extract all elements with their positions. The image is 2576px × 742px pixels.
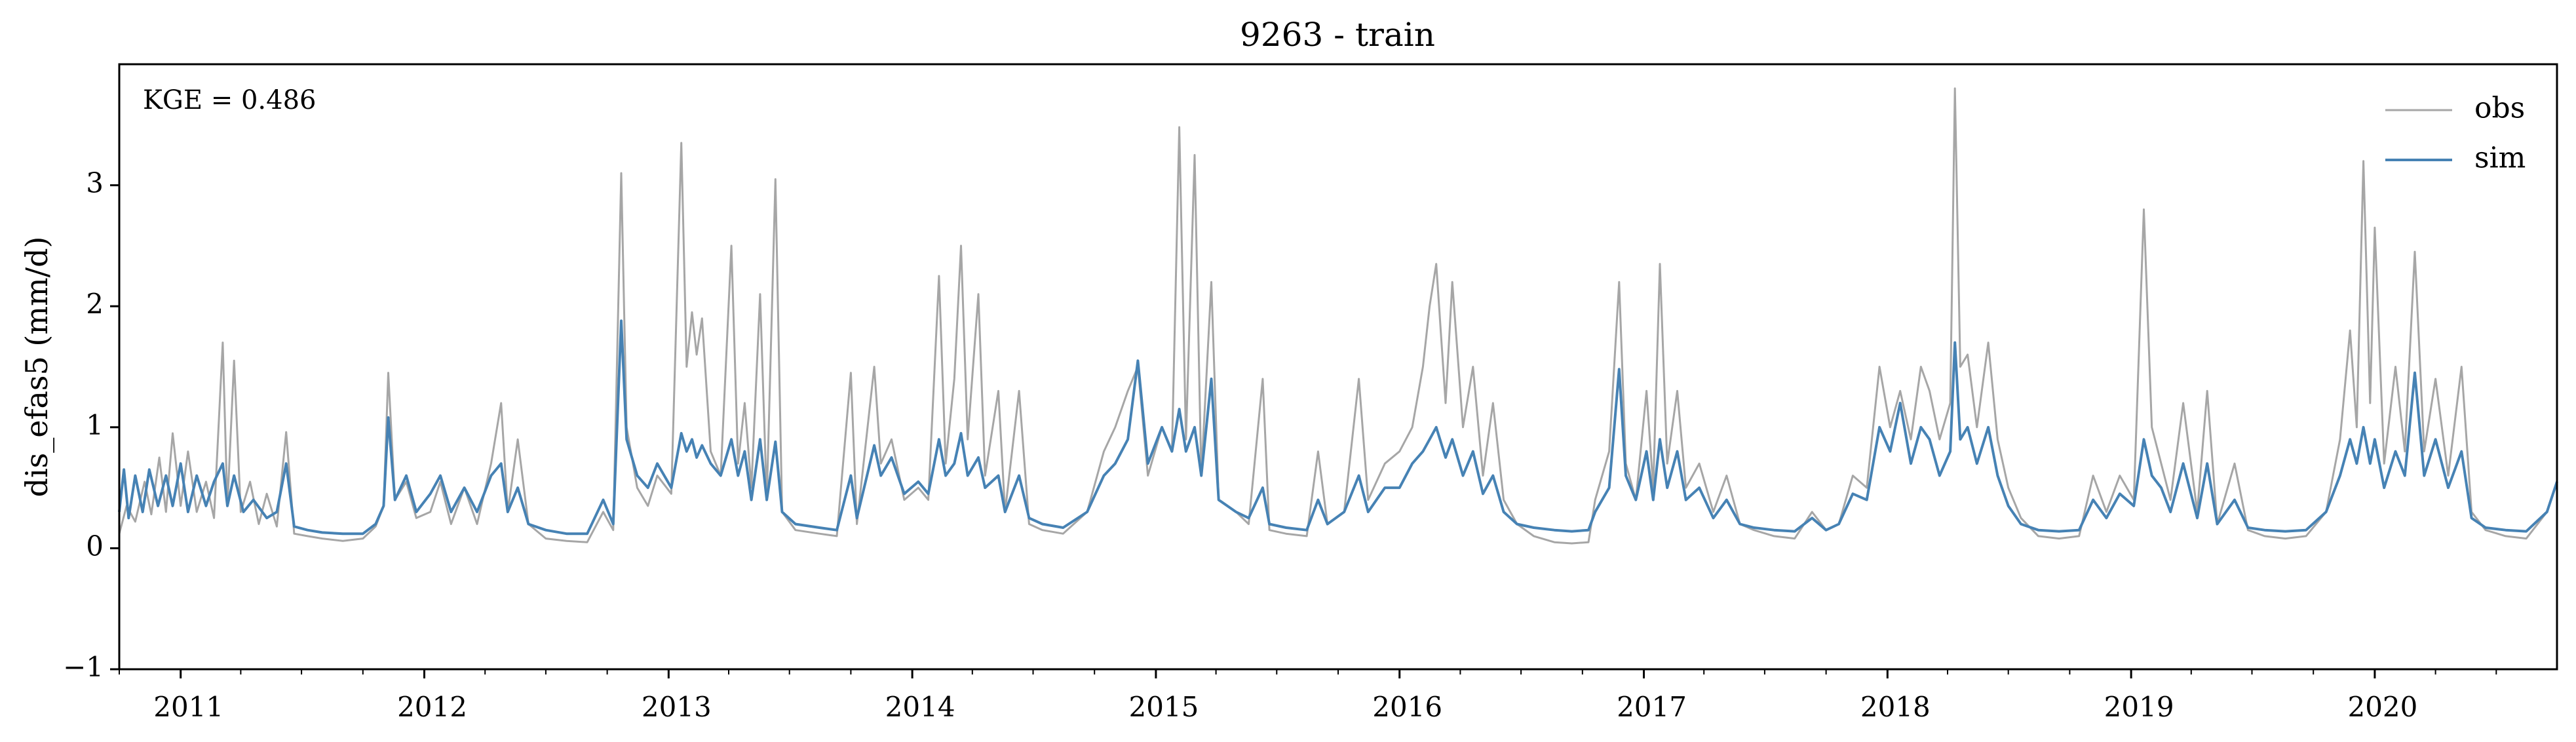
series-layer bbox=[118, 87, 2558, 545]
x-tick-label: 2014 bbox=[885, 691, 955, 723]
series-line-obs bbox=[118, 87, 2558, 545]
y-tick-label: 3 bbox=[86, 167, 104, 199]
legend-label-sim: sim bbox=[2474, 142, 2526, 175]
y-tick-label: 1 bbox=[86, 409, 104, 441]
legend: obs sim bbox=[2385, 92, 2526, 175]
x-tick-label: 2016 bbox=[1372, 691, 1442, 723]
x-tick-label: 2013 bbox=[642, 691, 712, 723]
x-tick-label: 2020 bbox=[2347, 691, 2417, 723]
x-tick-label: 2012 bbox=[397, 691, 467, 723]
x-tick-label: 2019 bbox=[2104, 691, 2174, 723]
series-line-sim bbox=[118, 319, 2558, 536]
y-tick-label: 2 bbox=[86, 288, 104, 320]
kge-annotation: KGE = 0.486 bbox=[143, 85, 317, 115]
x-tick-label: 2011 bbox=[153, 691, 223, 723]
x-tick-label: 2015 bbox=[1128, 691, 1199, 723]
legend-label-obs: obs bbox=[2474, 92, 2525, 125]
plot-area bbox=[118, 63, 2558, 671]
y-tick-label: −1 bbox=[63, 651, 104, 683]
x-tick-label: 2018 bbox=[1860, 691, 1931, 723]
chart-title: 9263 - train bbox=[1240, 16, 1435, 54]
y-axis-label: dis_efas5 (mm/d) bbox=[19, 236, 54, 497]
y-axis: −1 0 1 2 3 bbox=[63, 167, 119, 683]
y-tick-label: 0 bbox=[86, 530, 104, 562]
x-tick-label: 2017 bbox=[1617, 691, 1687, 723]
axes-frame bbox=[118, 63, 2558, 671]
x-axis: 2011 2012 2013 2014 2015 2016 2017 2018 2019 2020 bbox=[119, 669, 2497, 723]
